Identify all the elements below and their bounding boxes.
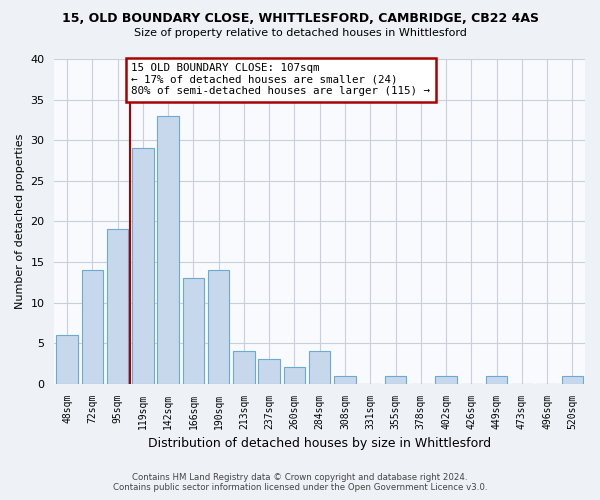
Text: 15 OLD BOUNDARY CLOSE: 107sqm
← 17% of detached houses are smaller (24)
80% of s: 15 OLD BOUNDARY CLOSE: 107sqm ← 17% of d… (131, 63, 430, 96)
Text: Size of property relative to detached houses in Whittlesford: Size of property relative to detached ho… (134, 28, 466, 38)
Bar (56, 335, 78, 384)
X-axis label: Distribution of detached houses by size in Whittlesford: Distribution of detached houses by size … (148, 437, 491, 450)
Bar (309, 351, 331, 384)
Bar (132, 148, 154, 384)
Bar (486, 376, 508, 384)
Bar (562, 376, 583, 384)
Bar (435, 376, 457, 384)
Bar (82, 270, 103, 384)
Bar (334, 376, 356, 384)
Bar (157, 116, 179, 384)
Bar (259, 360, 280, 384)
Bar (208, 270, 229, 384)
Bar (182, 278, 204, 384)
Bar (385, 376, 406, 384)
Y-axis label: Number of detached properties: Number of detached properties (15, 134, 25, 309)
Bar (107, 230, 128, 384)
Text: 15, OLD BOUNDARY CLOSE, WHITTLESFORD, CAMBRIDGE, CB22 4AS: 15, OLD BOUNDARY CLOSE, WHITTLESFORD, CA… (62, 12, 539, 26)
Bar (284, 368, 305, 384)
Bar (233, 351, 254, 384)
Text: Contains HM Land Registry data © Crown copyright and database right 2024.
Contai: Contains HM Land Registry data © Crown c… (113, 473, 487, 492)
